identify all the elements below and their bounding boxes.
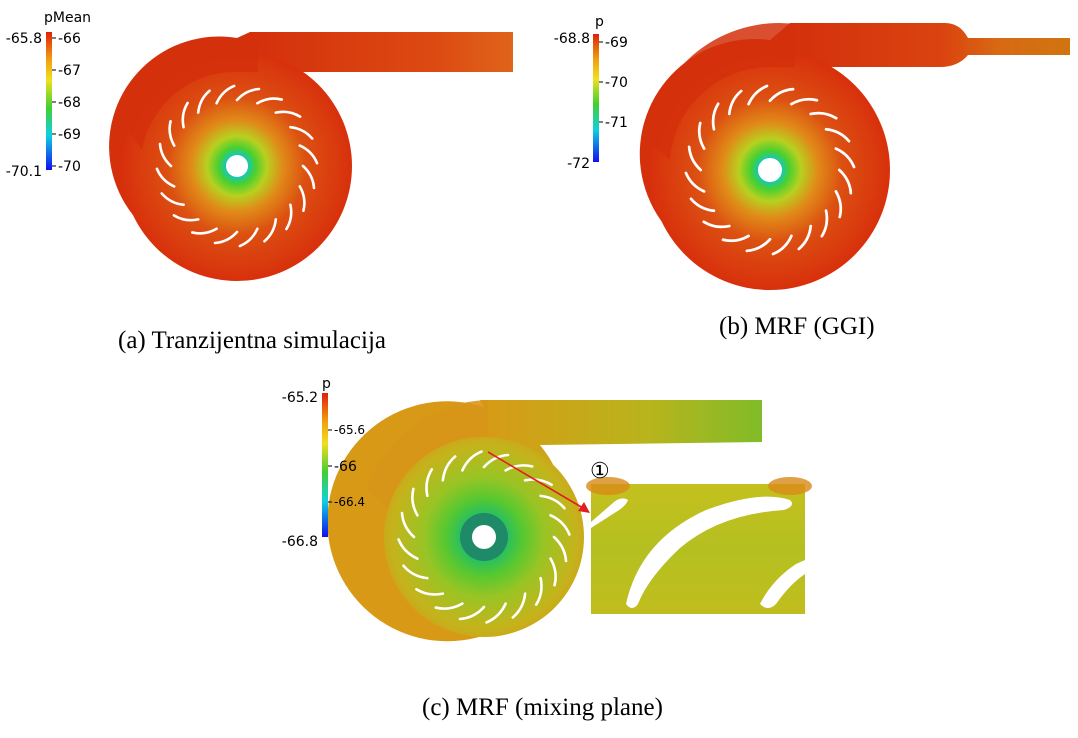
panel-b-caption: (b) MRF (GGI) [719,313,875,340]
panel-c-colorbar-max: -65.2 [282,390,318,406]
panel-a-colorbar-tick: -69 [58,127,81,143]
panel-a-volute-top [128,39,258,150]
panel-b-colorbar-tick: -70 [605,75,628,91]
panel-c-inset-blade [626,496,792,608]
panel-c-colorbar-tick: -66 [334,459,357,475]
panel-c-inset-blade [760,560,805,608]
panel-c-colorbar-title: p [322,376,331,392]
panel-a-hub [226,155,248,177]
panel-b-contour [639,23,1070,290]
panel-c-colorbar-tick: -65.6 [334,423,365,437]
panel-b-hub [758,158,782,182]
panel-b-colorbar-min: -72 [567,156,590,172]
panel-a-colorbar-min: -70.1 [6,164,42,180]
panel-c-colorbar-scale [322,393,328,537]
panel-c-inset-label: ① [590,458,610,483]
panel-c-arrow [487,451,590,513]
panel-a-contour [109,32,514,281]
panel-c-contour [327,400,762,642]
panel-a-colorbar-max: -65.8 [6,31,42,47]
panel-a-colorbar-tick: -66 [58,31,81,47]
panel-a-colorbar-tick: -68 [58,95,81,111]
panel-c-hub [472,525,496,549]
panel-c-colorbar-tick: -66.4 [334,495,365,509]
panel-b-colorbar-tick: -69 [605,35,628,51]
panel-b-volute-top [648,23,795,161]
panel-b-colorbar-tick: -71 [605,115,628,131]
panel-a-colorbar-title: pMean [44,10,91,26]
panel-c-colorbar-min: -66.8 [282,534,318,550]
panel-b-colorbar-max: -68.8 [554,31,590,47]
panel-c-colorbar: p -65.2 -66.8 -65.6 -66 -66.4 [282,376,365,550]
panel-a-colorbar-tick: -67 [58,63,81,79]
panel-a-colorbar-scale [46,32,52,170]
panel-b-colorbar: p -68.8 -72 -69 -70 -71 [554,14,628,172]
panel-a-caption: (a) Tranzijentna simulacija [118,327,386,354]
panel-a-colorbar-tick: -70 [58,159,81,175]
panel-c-inset: ① [586,458,812,614]
panel-c-inset-blade [591,498,628,528]
panel-c-caption: (c) MRF (mixing plane) [422,694,663,721]
panel-b-colorbar-scale [593,34,599,162]
panel-b-colorbar-title: p [595,14,604,30]
panel-a-colorbar: pMean -65.8 -70.1 -66 -67 -68 -69 -70 [6,10,91,180]
